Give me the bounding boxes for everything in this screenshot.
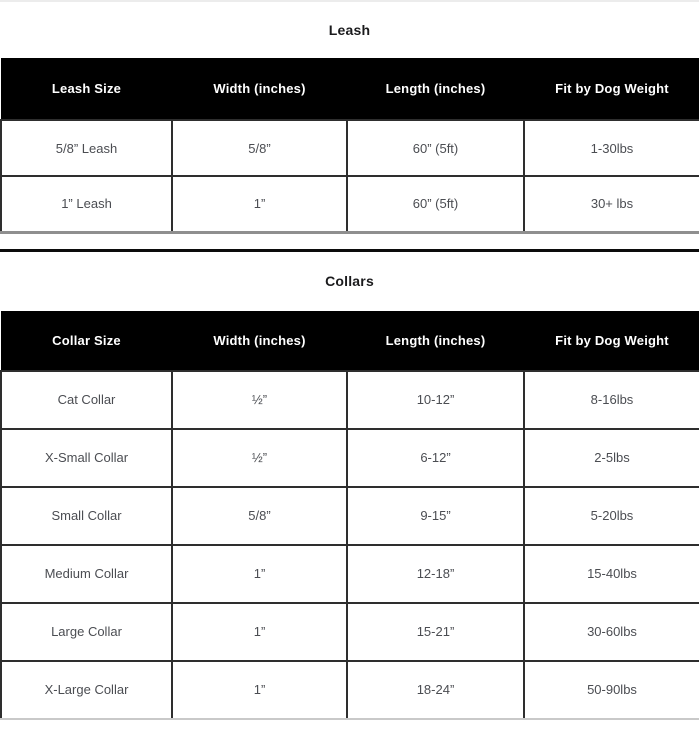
cell-length: 15-21” [346,601,525,662]
collar-size-table: Collar Size Width (inches) Length (inche… [0,310,699,720]
cell-length: 60” (5ft) [346,119,525,177]
cell-length: 10-12” [346,369,525,430]
cell-size: Large Collar [0,601,173,662]
top-divider [0,0,699,2]
cell-width: 5/8” [171,119,348,177]
cell-size: X-Large Collar [0,659,173,720]
header-collar-size: Collar Size [1,310,172,371]
header-width: Width (inches) [172,310,347,371]
header-fit-weight: Fit by Dog Weight [524,310,699,371]
cell-size: Medium Collar [0,543,173,604]
table-row: X-Small Collar ½” 6-12” 2-5lbs [0,427,699,488]
cell-width: 1” [171,543,348,604]
cell-weight: 5-20lbs [523,485,699,546]
cell-size: X-Small Collar [0,427,173,488]
header-leash-size: Leash Size [1,58,172,120]
header-length: Length (inches) [347,310,524,371]
header-width: Width (inches) [172,58,347,120]
table-row: Medium Collar 1” 12-18” 15-40lbs [0,543,699,604]
cell-weight: 30-60lbs [523,601,699,662]
table-row: 1” Leash 1” 60” (5ft) 30+ lbs [0,175,699,234]
table-row: X-Large Collar 1” 18-24” 50-90lbs [0,659,699,720]
cell-length: 12-18” [346,543,525,604]
table-row: Cat Collar ½” 10-12” 8-16lbs [0,369,699,430]
cell-length: 60” (5ft) [346,175,525,234]
cell-width: 1” [171,601,348,662]
collar-header-row: Collar Size Width (inches) Length (inche… [1,310,699,371]
collars-section-title: Collars [325,273,374,289]
cell-size: Cat Collar [0,369,173,430]
table-row: Small Collar 5/8” 9-15” 5-20lbs [0,485,699,546]
cell-weight: 8-16lbs [523,369,699,430]
cell-size: Small Collar [0,485,173,546]
cell-width: 5/8” [171,485,348,546]
cell-width: ½” [171,369,348,430]
leash-size-table: Leash Size Width (inches) Length (inches… [0,58,699,234]
table-row: Large Collar 1” 15-21” 30-60lbs [0,601,699,662]
leash-section-title: Leash [328,22,371,38]
cell-weight: 30+ lbs [523,175,699,234]
cell-length: 9-15” [346,485,525,546]
cell-width: ½” [171,427,348,488]
cell-length: 6-12” [346,427,525,488]
cell-width: 1” [171,175,348,234]
cell-weight: 50-90lbs [523,659,699,720]
cell-weight: 15-40lbs [523,543,699,604]
cell-size: 1” Leash [0,175,173,234]
cell-length: 18-24” [346,659,525,720]
table-row: 5/8” Leash 5/8” 60” (5ft) 1-30lbs [0,119,699,177]
cell-width: 1” [171,659,348,720]
cell-weight: 1-30lbs [523,119,699,177]
header-length: Length (inches) [347,58,524,120]
leash-header-row: Leash Size Width (inches) Length (inches… [1,58,699,120]
cell-size: 5/8” Leash [0,119,173,177]
section-divider [0,248,699,252]
cell-weight: 2-5lbs [523,427,699,488]
header-fit-weight: Fit by Dog Weight [524,58,699,120]
